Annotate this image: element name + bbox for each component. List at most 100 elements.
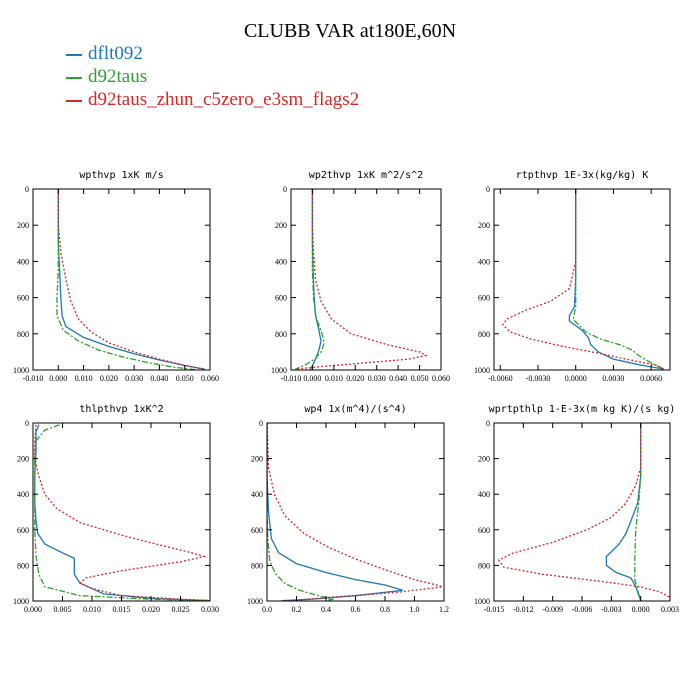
x-tick-label: 0.000 [49,374,67,383]
y-tick-label: 200 [478,221,490,230]
x-tick-label: 0.010 [325,374,343,383]
legend-item-d92taus-zhun: d92taus_zhun_c5zero_e3sm_flags2 [66,89,359,111]
y-tick-label: 1000 [474,597,490,606]
y-tick-label: 800 [17,561,29,570]
y-tick-label: 400 [17,257,29,266]
y-tick-label: 600 [17,526,29,535]
y-tick-label: 400 [478,490,490,499]
x-tick-label: 0.060 [432,374,450,383]
y-tick-label: 1000 [247,597,263,606]
subplot-5: wp4 1x(m^4)/(s^4) 0.0 0.2 0.4 0.6 0.8 1.0 1.2 0 2… [247,404,449,614]
series-line-d92taus [634,423,642,601]
subplot-title: wpthvp 1xK m/s [79,170,163,181]
series-line-d92taus_zhun_c5zero_e3sm_flags2 [57,189,203,370]
x-tick-label: -0.0030 [526,374,551,383]
y-tick-label: 0 [283,185,287,194]
x-tick-label: 0.000 [303,374,321,383]
x-tick-label: 0.040 [150,374,168,383]
legend-item-d92taus: d92taus [66,66,147,88]
y-tick-label: 1000 [13,597,29,606]
legend-label-d92taus-zhun: d92taus_zhun_c5zero_e3sm_flags2 [88,89,360,110]
legend-item-dflt092: dflt092 [66,43,143,65]
legend-swatch-dflt092 [66,53,82,56]
y-tick-label: 0 [486,185,490,194]
y-tick-label: 400 [275,257,287,266]
y-tick-label: 0 [25,419,29,428]
subplot-title: wp4 1x(m^4)/(s^4) [304,404,406,415]
y-tick-label: 200 [251,455,263,464]
y-tick-label: 0 [259,419,263,428]
subplot-6: wprtpthlp 1-E-3x(m kg K)/(s kg) -0.015 -0.… [474,404,679,614]
series-line-dflt092 [267,423,403,601]
subplot-title: wp2thvp 1xK m^2/s^2 [309,170,423,181]
series-line-d92taus [56,189,195,370]
x-tick-label: 0.015 [113,605,131,614]
y-tick-label: 400 [17,490,29,499]
subplot-4: thlpthvp 1xK^2 0.000 0.005 0.010 0.015 0.020 0… [13,404,219,614]
y-tick-label: 600 [478,526,490,535]
x-tick-label: 0.025 [172,605,190,614]
legend-label-dflt092: dflt092 [88,43,143,64]
y-tick-label: 1000 [271,366,287,375]
x-tick-label: -0.010 [23,374,44,383]
series-line-dflt092 [605,423,642,601]
x-tick-label: 0.8 [380,605,390,614]
series-line-d92taus_zhun_c5zero_e3sm_flags2 [267,423,443,601]
x-tick-label: 1.0 [410,605,420,614]
x-tick-label: 0.040 [389,374,407,383]
x-tick-label: 0.050 [176,374,194,383]
x-tick-label: -0.006 [572,605,593,614]
series-line-dflt092 [568,189,664,370]
x-tick-label: 0.005 [54,605,72,614]
subplot-title: thlpthvp 1xK^2 [79,404,163,415]
y-tick-label: 400 [478,257,490,266]
y-tick-label: 200 [17,455,29,464]
plot-frame [32,188,211,371]
legend-label-d92taus: d92taus [88,66,148,87]
y-tick-label: 600 [251,526,263,535]
x-tick-label: 0.020 [346,374,364,383]
figure-title: CLUBB VAR at180E,60N [243,20,457,42]
x-tick-label: 0.020 [142,605,160,614]
y-tick-label: 800 [478,330,490,339]
x-tick-label: -0.012 [513,605,534,614]
x-tick-label: -0.0060 [488,374,513,383]
x-tick-label: 0.000 [24,605,42,614]
legend-swatch-d92taus-zhun [66,99,82,102]
subplot-title: wprtpthlp 1-E-3x(m kg K)/(s kg) [489,404,676,415]
y-tick-label: 1000 [13,366,29,375]
x-tick-label: 1.2 [439,605,449,614]
series-line-d92taus_zhun_c5zero_e3sm_flags2 [497,423,670,598]
x-tick-label: -0.010 [281,374,302,383]
y-tick-label: 200 [275,221,287,230]
x-tick-label: -0.009 [542,605,563,614]
plot-frame [32,422,211,602]
y-tick-label: 600 [478,294,490,303]
subplot-3: rtpthvp 1E-3x(kg/kg) K -0.0060 -0.0030 0.00… [474,170,671,383]
x-tick-label: 0.060 [201,374,219,383]
y-tick-label: 600 [17,294,29,303]
x-tick-label: 0.0060 [640,374,662,383]
x-tick-label: 0.010 [83,605,101,614]
x-tick-label: 0.6 [351,605,361,614]
x-tick-label: 0.003 [661,605,679,614]
series-line-d92taus [267,423,334,601]
y-tick-label: 200 [17,221,29,230]
plot-frame [290,188,442,371]
subplot-title: rtpthvp 1E-3x(kg/kg) K [516,170,648,181]
series-line-d92taus [572,189,664,370]
series-line-d92taus_zhun_c5zero_e3sm_flags2 [295,189,428,370]
x-tick-label: 0.0000 [565,374,587,383]
subplot-1: wpthvp 1xK m/s -0.010 0.000 0.010 0.020 0.030… [13,170,219,383]
plot-frame [266,422,445,602]
y-tick-label: 800 [275,330,287,339]
x-tick-label: 0.000 [632,605,650,614]
x-tick-label: 0.030 [201,605,219,614]
y-tick-label: 600 [275,294,287,303]
x-tick-label: 0.050 [411,374,429,383]
x-tick-label: 0.030 [125,374,143,383]
y-tick-label: 200 [478,455,490,464]
y-tick-label: 0 [486,419,490,428]
series-line-d92taus [34,424,210,601]
